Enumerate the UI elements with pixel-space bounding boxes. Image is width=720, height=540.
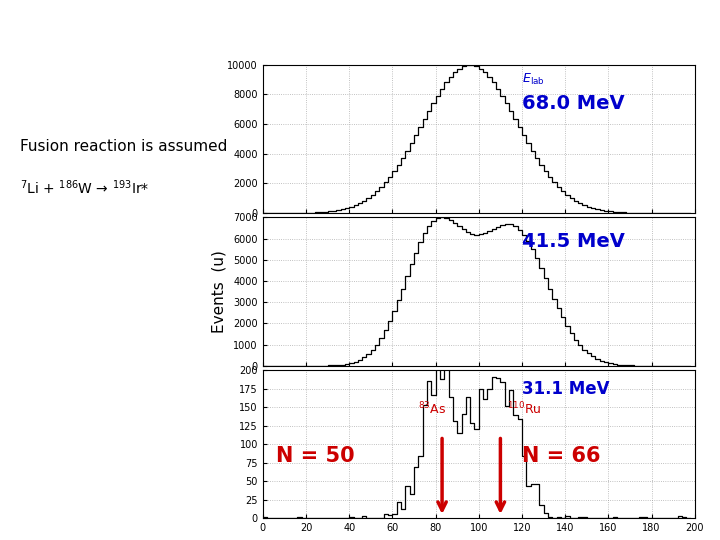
Text: N = 66: N = 66 [522,446,600,466]
Text: Fragment Mass Distributions in $^{7}$Li + $^{186}$W: Fragment Mass Distributions in $^{7}$Li … [81,17,639,49]
Text: 68.0 MeV: 68.0 MeV [522,94,625,113]
Text: $^{110}$Ru: $^{110}$Ru [507,401,541,417]
Text: Fusion reaction is assumed: Fusion reaction is assumed [19,139,227,154]
Text: E$_{\rm lab}$: E$_{\rm lab}$ [522,72,545,87]
Text: 31.1 MeV: 31.1 MeV [522,381,610,399]
Text: $^{7}$Li + $^{186}$W → $^{193}$Ir*: $^{7}$Li + $^{186}$W → $^{193}$Ir* [19,178,149,197]
Text: $^{83}$As: $^{83}$As [418,401,446,417]
Text: N = 50: N = 50 [276,446,354,466]
Y-axis label: Events  (u): Events (u) [212,250,226,333]
Text: 41.5 MeV: 41.5 MeV [522,232,625,251]
